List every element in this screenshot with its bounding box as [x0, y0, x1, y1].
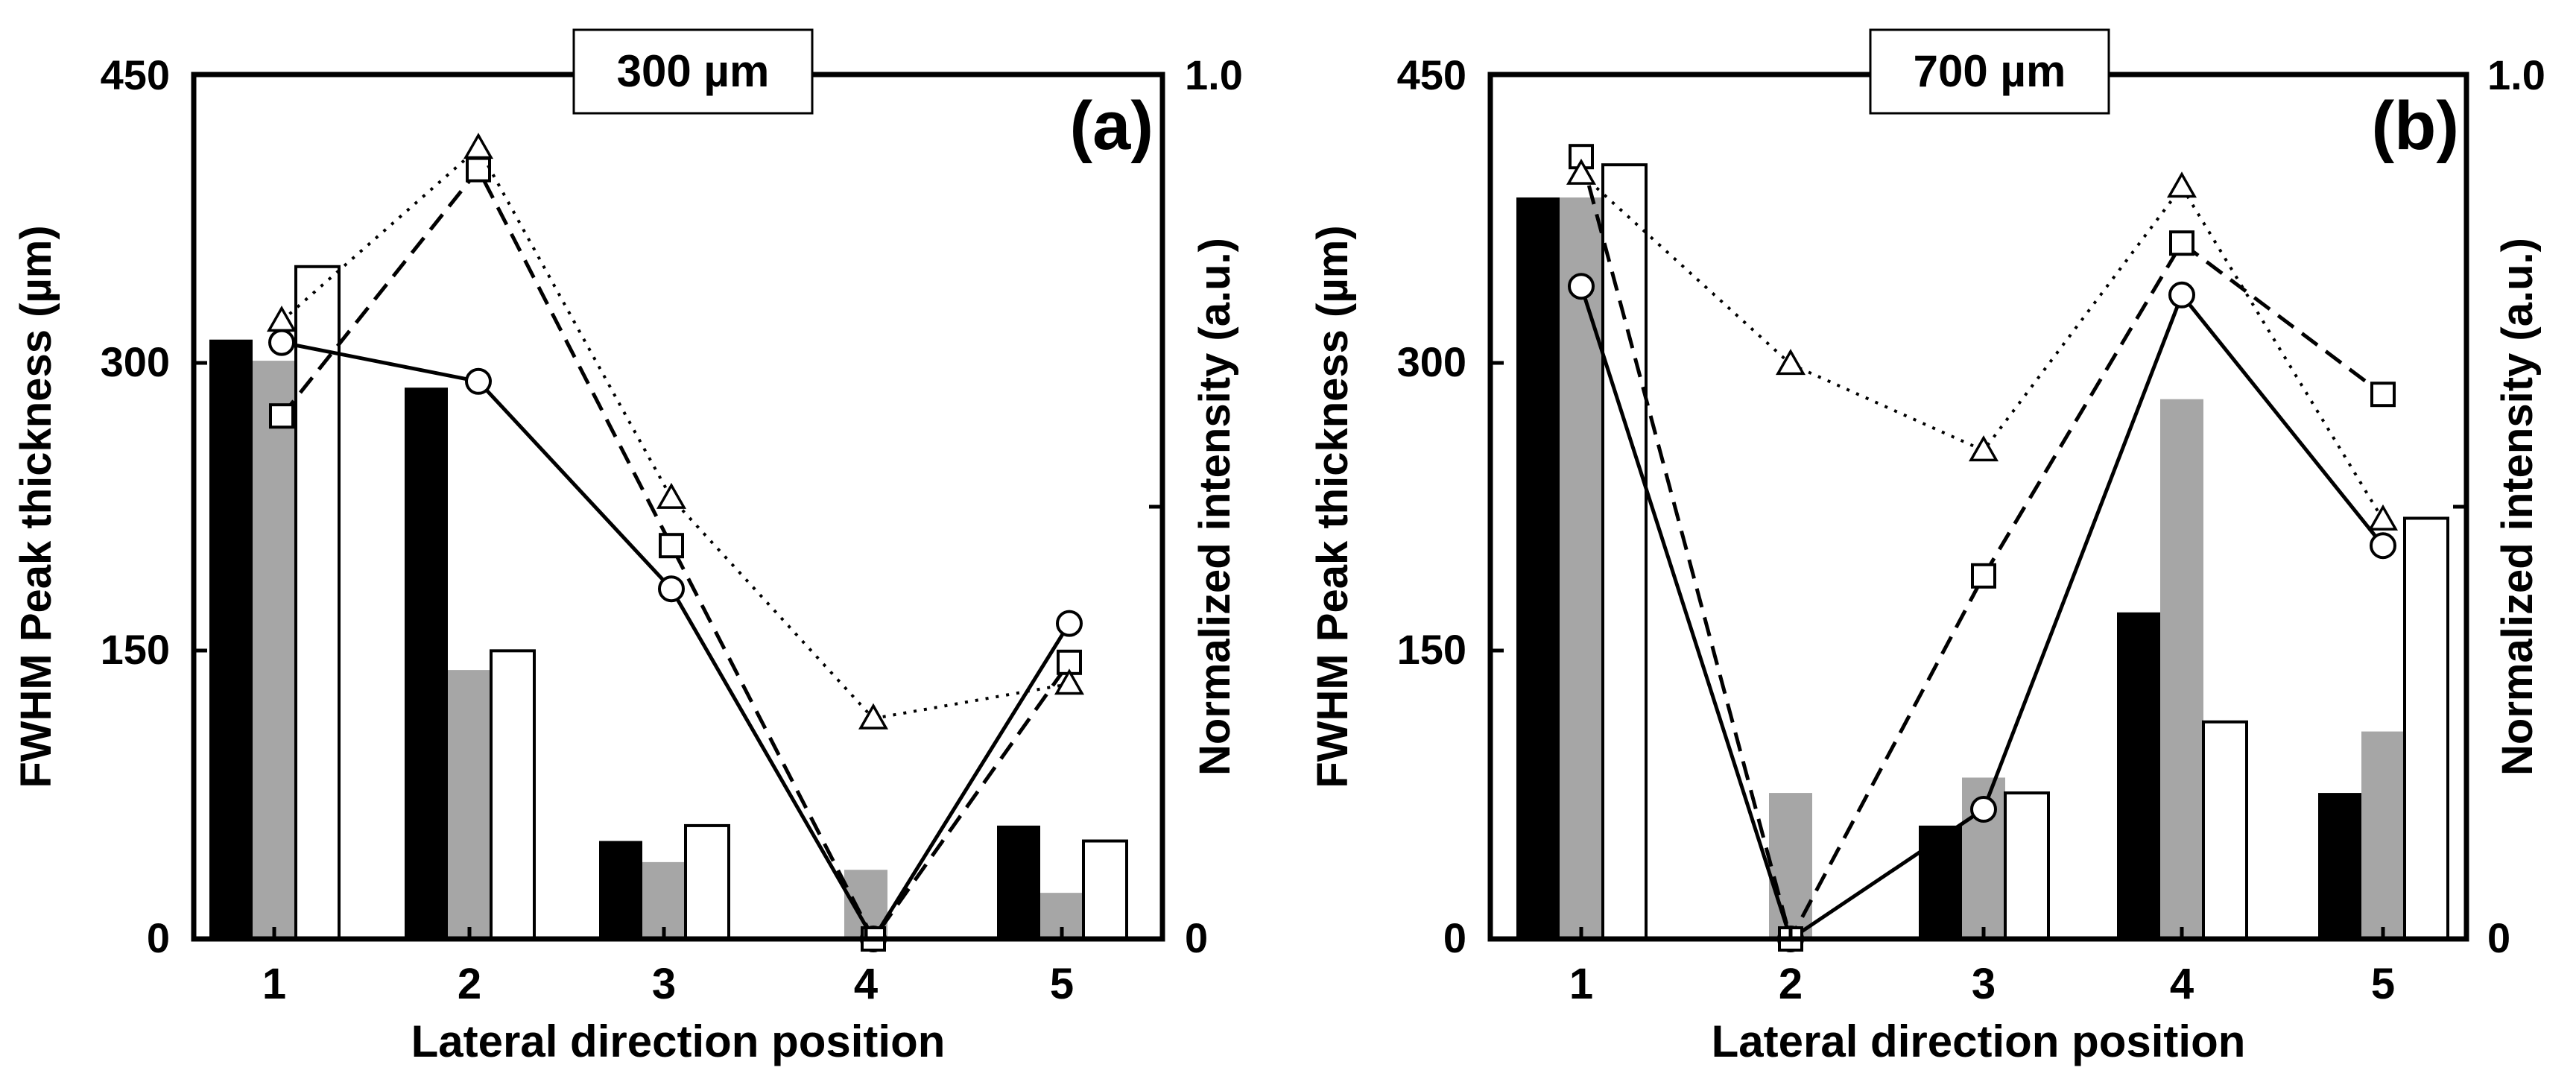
panel-b-xlabel: Lateral direction position — [1712, 1016, 2246, 1066]
panel-b-title: 700 µm — [1914, 46, 2066, 96]
panel-b-label: (b) — [2372, 88, 2459, 164]
panel-a-bar-white-3 — [684, 823, 730, 941]
panel-a-x-ticks: 1 2 3 4 5 — [262, 927, 1074, 1008]
panel-a-triangle-dotted-marker-1 — [266, 306, 297, 332]
panel-a: 300 µm (a) 0 150 300 450 0 1.0 FWHM Peak… — [12, 28, 1243, 1066]
panel-a-ytick-450: 450 — [101, 51, 170, 98]
panel-a-triangle-dotted-marker-5 — [1054, 668, 1085, 695]
panel-a-bar-gray-2 — [448, 670, 491, 939]
panel-b-xtick-1: 1 — [1569, 960, 1593, 1008]
panel-a-ytick-150: 150 — [101, 626, 170, 673]
panel-b-bar-black-4 — [2117, 612, 2160, 939]
panel-b-rtick-1: 1.0 — [2487, 51, 2545, 98]
panel-a-square-dashed-marker-2 — [466, 156, 491, 183]
panel-a-ylabel-left: FWHM Peak thickness (µm) — [12, 225, 60, 788]
panel-b-bar-white-4 — [2202, 720, 2248, 940]
panel-b-bar-white-3 — [2004, 791, 2050, 940]
panel-a-circle-solid-marker-1 — [268, 329, 295, 356]
panel-a-circle-solid-line — [281, 341, 1072, 943]
panel-b-bar-gray-5 — [2361, 731, 2405, 939]
panel-b-title-box: 700 µm — [1869, 28, 2110, 115]
panel-a-plot-area — [209, 133, 1128, 952]
panel-b-triangle-dotted-marker-4 — [2166, 171, 2197, 198]
panel-a-xtick-4: 4 — [854, 960, 878, 1008]
panel-a-triangle-dotted-line — [280, 145, 1070, 721]
panel-b-xtick-4: 4 — [2170, 960, 2194, 1008]
panel-b-triangle-dotted-marker-3 — [1968, 435, 1999, 462]
panel-a-xtick-3: 3 — [652, 960, 676, 1008]
panel-b-triangle-dotted-line — [1580, 172, 2384, 521]
panel-b-xtick-2: 2 — [1779, 960, 1803, 1008]
panel-b-square-dashed-marker-4 — [2169, 230, 2194, 256]
panel-b-bar-gray-1 — [1560, 197, 1603, 939]
panel-b-circle-solid-marker-5 — [2370, 532, 2396, 560]
panel-a-circle-solid-marker-3 — [658, 575, 685, 603]
panel-b-x-ticks: 1 2 3 4 5 — [1569, 927, 2395, 1008]
panel-a-bar-black-1 — [209, 339, 253, 939]
panel-b-triangle-dotted-marker-2 — [1775, 349, 1806, 376]
panel-a-y-left-ticks: 0 150 300 450 — [101, 51, 207, 961]
panel-a-xtick-5: 5 — [1050, 960, 1074, 1008]
panel-a-xtick-2: 2 — [458, 960, 481, 1008]
panel-a-bar-black-2 — [405, 388, 448, 939]
panel-b-circle-solid-marker-3 — [1970, 796, 1997, 823]
panel-a-bar-white-5 — [1082, 839, 1128, 940]
panel-a-triangle-dotted-marker-2 — [463, 133, 494, 159]
panel-a-bar-black-3 — [599, 841, 642, 939]
panel-b-square-dashed-marker-5 — [2370, 382, 2396, 408]
panel-a-bar-gray-1 — [253, 361, 296, 940]
panel-b-ytick-300: 300 — [1397, 338, 1466, 385]
panel-b-bar-gray-4 — [2160, 399, 2203, 939]
panel-b-bar-gray-2 — [1769, 793, 1812, 939]
panel-b-triangle-dotted-marker-1 — [1566, 158, 1597, 185]
panel-b-circle-solid-marker-1 — [1568, 273, 1595, 300]
panel-b-bar-white-5 — [2403, 516, 2449, 940]
panel-a-y-right-ticks: 0 1.0 — [1149, 51, 1243, 961]
panel-a-bar-white-2 — [490, 649, 536, 940]
panel-b-triangle-dotted-marker-5 — [2367, 504, 2399, 531]
panel-a-label: (a) — [1070, 88, 1153, 164]
panel-b-ylabel-right: Normalized intensity (a.u.) — [2493, 238, 2542, 776]
panel-b-bar-white-1 — [1601, 163, 1648, 941]
panel-a-rtick-0: 0 — [1185, 914, 1208, 961]
panel-a-square-dashed-marker-1 — [269, 403, 294, 429]
panel-a-title-frame — [572, 28, 814, 115]
panel-b-ylabel-left: FWHM Peak thickness (µm) — [1308, 225, 1357, 788]
panel-a-title: 300 µm — [617, 46, 770, 96]
panel-b-title-frame — [1869, 28, 2110, 115]
panel-a-bar-gray-3 — [642, 861, 686, 939]
panel-b-square-dashed-line — [1579, 156, 2384, 944]
panel-b-ytick-0: 0 — [1443, 914, 1466, 961]
panel-b-rtick-0: 0 — [2487, 914, 2510, 961]
panel-a-ylabel-right: Normalized intensity (a.u.) — [1191, 238, 1239, 776]
panel-a-circle-solid-marker-5 — [1056, 610, 1083, 637]
panel-b-circle-solid-marker-4 — [2168, 281, 2195, 309]
panel-b-ytick-450: 450 — [1397, 51, 1466, 98]
panel-b-y-right-ticks: 0 1.0 — [2453, 51, 2545, 961]
panel-b-bar-black-5 — [2318, 793, 2361, 939]
panel-b: 700 µm (b) 0 150 300 450 0 1.0 FWHM Peak… — [1308, 28, 2545, 1066]
panel-a-square-dashed-line — [280, 166, 1072, 943]
panel-a-title-box: 300 µm — [572, 28, 814, 115]
panel-a-ytick-300: 300 — [101, 338, 170, 385]
panel-b-ytick-150: 150 — [1397, 626, 1466, 673]
panel-b-y-left-ticks: 0 150 300 450 — [1397, 51, 1504, 961]
panel-a-xlabel: Lateral direction position — [411, 1016, 946, 1066]
panel-a-xtick-1: 1 — [262, 960, 286, 1008]
panel-a-ytick-0: 0 — [147, 914, 170, 961]
panel-a-triangle-dotted-marker-4 — [858, 703, 889, 730]
panel-a-circle-solid-marker-2 — [465, 367, 492, 395]
panel-b-xtick-5: 5 — [2371, 960, 2395, 1008]
panel-b-bar-black-3 — [1919, 825, 1962, 939]
panel-a-triangle-dotted-marker-3 — [656, 482, 687, 509]
panel-a-rtick-1: 1.0 — [1185, 51, 1243, 98]
panel-b-square-dashed-marker-3 — [1971, 563, 1996, 589]
panel-b-bar-black-1 — [1516, 197, 1560, 939]
panel-b-xtick-3: 3 — [1972, 960, 1996, 1008]
panel-a-square-dashed-marker-3 — [659, 533, 684, 559]
panel-a-bar-white-1 — [294, 265, 341, 940]
panel-a-bar-black-5 — [997, 825, 1040, 939]
panel-b-plot-area — [1516, 144, 2449, 952]
